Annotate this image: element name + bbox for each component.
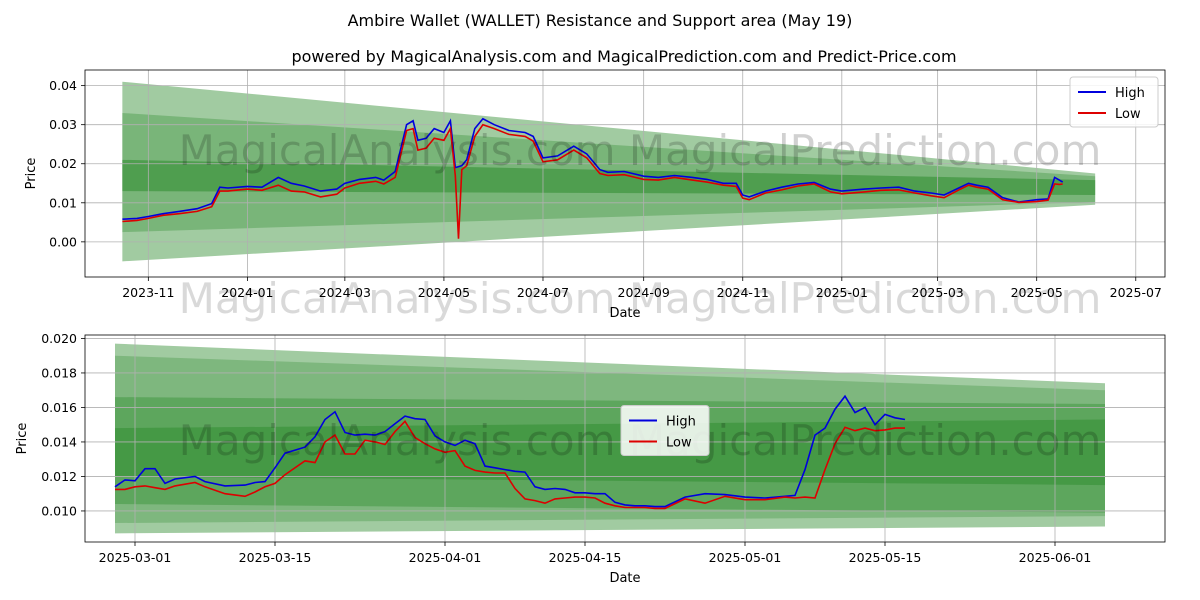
series-line-high bbox=[122, 117, 1064, 220]
x-axis-label: Date bbox=[609, 571, 640, 586]
chart-subtitle: powered by MagicalAnalysis.com and Magic… bbox=[291, 47, 956, 66]
series-line-high bbox=[114, 394, 906, 508]
y-tick-label: 0.012 bbox=[41, 469, 77, 484]
x-tick-label: 2024-03 bbox=[319, 285, 371, 300]
x-tick-label: 2025-06-01 bbox=[1019, 550, 1092, 565]
x-tick-label: 2025-04-01 bbox=[409, 550, 482, 565]
legend-label-low: Low bbox=[1115, 107, 1141, 122]
x-tick-label: 2025-05-15 bbox=[849, 550, 922, 565]
x-tick-label: 2025-03-01 bbox=[99, 550, 172, 565]
plot-area bbox=[85, 70, 1165, 277]
legend: High Low bbox=[620, 405, 710, 456]
series-line-low bbox=[115, 420, 905, 510]
y-tick-label: 0.018 bbox=[41, 365, 77, 380]
y-tick-label: 0.020 bbox=[41, 331, 77, 346]
plot-area bbox=[85, 335, 1165, 542]
x-tick-label: 2025-05-01 bbox=[709, 550, 782, 565]
chart-title: Ambire Wallet (WALLET) Resistance and Su… bbox=[348, 11, 853, 30]
y-tick-label: 0.010 bbox=[41, 503, 77, 518]
legend: High Low bbox=[1069, 76, 1159, 128]
y-tick-label: 0.016 bbox=[41, 400, 77, 415]
support-resistance-band bbox=[115, 419, 1105, 486]
upper-chart-panel: MagicalAnalysis.com MagicalPrediction.co… bbox=[24, 69, 1166, 323]
lower-chart-panel: MagicalAnalysis.com MagicalPrediction.co… bbox=[15, 331, 1166, 586]
x-tick-label: 2025-04-15 bbox=[549, 550, 622, 565]
axes-frame bbox=[84, 334, 1166, 543]
y-tick-label: 0.04 bbox=[49, 78, 77, 93]
y-tick-label: 0.02 bbox=[49, 156, 77, 171]
watermark-text: MagicalAnalysis.com MagicalPrediction.co… bbox=[179, 274, 1102, 323]
x-tick-label: 2024-11 bbox=[717, 285, 769, 300]
watermark-text: MagicalAnalysis.com MagicalPrediction.co… bbox=[179, 126, 1102, 175]
y-tick-label: 0.014 bbox=[41, 434, 77, 449]
y-tick-label: 0.01 bbox=[49, 195, 77, 210]
axes-frame bbox=[84, 69, 1166, 278]
series-line-low bbox=[122, 123, 1063, 239]
legend-label-high: High bbox=[666, 415, 696, 430]
y-tick-label: 0.03 bbox=[49, 117, 77, 132]
legend-box bbox=[1069, 76, 1159, 128]
x-tick-label: 2025-05 bbox=[1011, 285, 1063, 300]
support-resistance-band bbox=[122, 159, 1096, 195]
x-axis-label: Date bbox=[609, 306, 640, 321]
x-tick-label: 2025-03-15 bbox=[239, 550, 312, 565]
x-tick-label: 2024-01 bbox=[221, 285, 273, 300]
legend-box bbox=[620, 405, 710, 456]
x-tick-label: 2025-07 bbox=[1110, 285, 1162, 300]
legend-label-low: Low bbox=[666, 436, 692, 451]
x-tick-label: 2025-01 bbox=[816, 285, 868, 300]
x-tick-label: 2024-05 bbox=[418, 285, 470, 300]
legend-label-high: High bbox=[1115, 86, 1145, 101]
x-tick-label: 2025-03 bbox=[912, 285, 964, 300]
x-tick-label: 2024-07 bbox=[517, 285, 569, 300]
y-tick-label: 0.00 bbox=[49, 234, 77, 249]
y-axis-label: Price bbox=[24, 158, 39, 190]
x-tick-label: 2023-11 bbox=[122, 285, 174, 300]
x-tick-label: 2024-09 bbox=[618, 285, 670, 300]
y-axis-label: Price bbox=[15, 423, 30, 455]
